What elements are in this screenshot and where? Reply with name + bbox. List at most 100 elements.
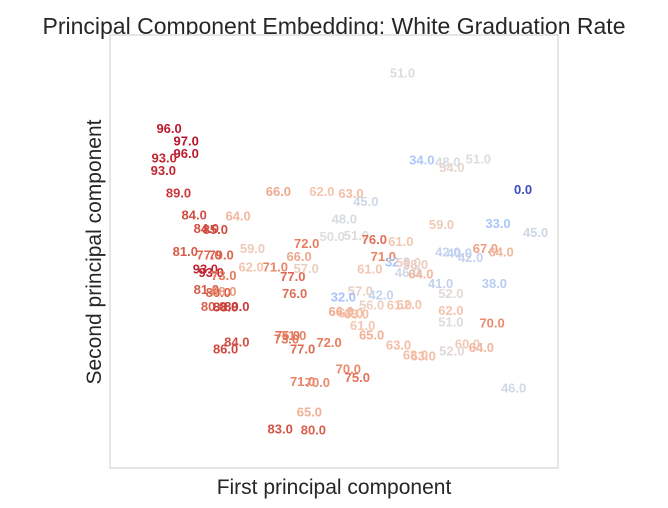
point-label-40: 57.0 — [294, 261, 319, 276]
point-label-68: 62.0 — [397, 297, 422, 312]
point-label-55: 68.0 — [211, 284, 236, 299]
point-label-94: 46.0 — [501, 381, 526, 396]
point-label-11: 62.0 — [309, 184, 334, 199]
point-label-57: 57.0 — [348, 284, 373, 299]
point-label-28: 72.0 — [294, 236, 319, 251]
point-label-56: 76.0 — [282, 286, 307, 301]
point-label-95: 65.0 — [297, 404, 322, 419]
x-axis-label: First principal component — [217, 476, 452, 499]
point-label-58: 42.0 — [368, 288, 393, 303]
point-label-22: 33.0 — [485, 216, 510, 231]
point-label-51: 46.0 — [395, 265, 420, 280]
point-label-48: 67.0 — [473, 241, 498, 256]
plot-area — [109, 34, 559, 469]
point-label-47: 42.0 — [458, 250, 483, 265]
point-label-6: 89.0 — [166, 185, 191, 200]
point-label-17: 48.0 — [435, 155, 460, 170]
point-label-54: 80.0 — [206, 285, 231, 300]
point-label-34: 62.0 — [238, 259, 263, 274]
point-label-67: 61.0 — [387, 298, 412, 313]
point-label-13: 45.0 — [353, 194, 378, 209]
point-label-45: 42.0 — [435, 245, 460, 260]
point-label-27: 59.0 — [240, 241, 265, 256]
point-label-69: 66.0 — [329, 304, 354, 319]
point-label-35: 93.0 — [193, 262, 218, 277]
point-label-70: 63.0 — [338, 305, 363, 320]
point-label-92: 71.0 — [290, 374, 315, 389]
point-label-15: 48.0 — [332, 211, 357, 226]
point-label-79: 73.0 — [274, 332, 299, 347]
point-label-16: 34.0 — [409, 152, 434, 167]
point-label-96: 83.0 — [268, 422, 293, 437]
point-label-2: 97.0 — [174, 133, 199, 148]
point-label-21: 59.0 — [429, 217, 454, 232]
point-label-23: 45.0 — [523, 225, 548, 240]
point-label-73: 51.0 — [438, 314, 463, 329]
point-label-77: 75.0 — [275, 328, 300, 343]
point-label-59: 41.0 — [428, 276, 453, 291]
point-label-84: 63.0 — [386, 337, 411, 352]
point-label-60: 38.0 — [482, 276, 507, 291]
point-label-50: 61.0 — [357, 262, 382, 277]
point-label-46: 40.0 — [447, 246, 472, 261]
point-label-49: 64.0 — [488, 245, 513, 260]
point-label-87: 52.0 — [439, 343, 464, 358]
point-label-14: 64.0 — [225, 208, 250, 223]
point-label-8: 84.0 — [194, 221, 219, 236]
point-label-36: 93.0 — [199, 265, 224, 280]
point-label-4: 93.0 — [152, 151, 177, 166]
point-label-37: 73.0 — [211, 268, 236, 283]
point-label-66: 56.0 — [359, 298, 384, 313]
point-label-71: 63.0 — [344, 307, 369, 322]
point-label-61: 52.0 — [438, 286, 463, 301]
point-label-75: 61.0 — [350, 318, 375, 333]
point-label-62: 32.0 — [331, 290, 356, 305]
point-label-20: 0.0 — [514, 182, 532, 197]
point-label-93: 70.0 — [305, 375, 330, 390]
point-label-9: 85.0 — [203, 222, 228, 237]
point-label-88: 63.0 — [403, 348, 428, 363]
point-label-81: 86.0 — [213, 342, 238, 357]
point-label-26: 79.0 — [208, 248, 233, 263]
point-label-89: 63.0 — [411, 349, 436, 364]
point-label-29: 50.0 — [320, 229, 345, 244]
point-label-19: 54.0 — [439, 160, 464, 175]
point-label-64: 88.0 — [213, 300, 238, 315]
point-label-65: 89.0 — [224, 299, 249, 314]
point-label-7: 84.0 — [182, 207, 207, 222]
point-label-33: 66.0 — [286, 249, 311, 264]
point-label-72: 62.0 — [438, 303, 463, 318]
point-label-12: 63.0 — [338, 186, 363, 201]
point-label-85: 60.0 — [455, 336, 480, 351]
point-label-74: 70.0 — [479, 316, 504, 331]
point-label-91: 75.0 — [345, 370, 370, 385]
point-label-42: 32.0 — [385, 255, 410, 270]
point-label-43: 56.0 — [396, 255, 421, 270]
point-label-0: 51.0 — [390, 65, 415, 80]
point-label-52: 64.0 — [408, 267, 433, 282]
y-axis-label: Second principal component — [83, 119, 106, 384]
point-label-86: 64.0 — [469, 340, 494, 355]
point-label-80: 84.0 — [224, 335, 249, 350]
point-label-30: 51.0 — [344, 228, 369, 243]
point-label-24: 81.0 — [173, 244, 198, 259]
point-label-3: 96.0 — [174, 146, 199, 161]
point-label-76: 65.0 — [359, 327, 384, 342]
point-label-44: 58.0 — [403, 257, 428, 272]
point-label-1: 96.0 — [156, 121, 181, 136]
point-label-41: 71.0 — [371, 249, 396, 264]
point-label-10: 66.0 — [266, 184, 291, 199]
point-label-5: 93.0 — [151, 163, 176, 178]
point-label-90: 70.0 — [336, 362, 361, 377]
point-label-31: 76.0 — [362, 232, 387, 247]
point-label-18: 51.0 — [466, 152, 491, 167]
point-label-25: 77.0 — [196, 248, 221, 263]
point-label-38: 71.0 — [263, 259, 288, 274]
point-label-78: 71.0 — [281, 328, 306, 343]
point-label-97: 80.0 — [301, 423, 326, 438]
point-label-82: 77.0 — [290, 342, 315, 357]
point-label-53: 81.0 — [194, 282, 219, 297]
data-points: 51.096.097.096.093.093.089.084.084.085.0… — [151, 65, 549, 437]
point-label-63: 80.0 — [201, 299, 226, 314]
